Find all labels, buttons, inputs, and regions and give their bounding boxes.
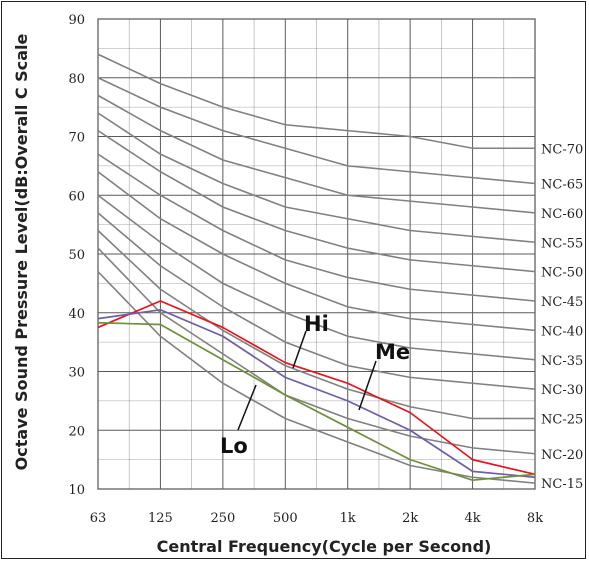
x-axis-label: Central Frequency(Cycle per Second) bbox=[157, 537, 492, 556]
nc-curve-line bbox=[97, 94, 536, 214]
nc-curve-label: NC-65 bbox=[541, 178, 583, 193]
nc-curve-label: NC-70 bbox=[541, 142, 583, 157]
lo-callout-label: Lo bbox=[220, 434, 248, 458]
nc-curve-line bbox=[97, 271, 536, 484]
nc-curve-line bbox=[97, 112, 536, 244]
x-tick-label: 250 bbox=[210, 511, 235, 526]
y-tick-label: 30 bbox=[68, 366, 85, 381]
lo-callout-line bbox=[237, 384, 257, 431]
y-axis-label: Octave Sound Pressure Level(dB:Overall C… bbox=[12, 34, 31, 471]
me-callout-label: Me bbox=[375, 340, 410, 364]
hi-callout-label: Hi bbox=[304, 312, 329, 336]
y-tick-label: 20 bbox=[68, 424, 85, 439]
measurement-series bbox=[97, 300, 536, 482]
me-callout-line bbox=[358, 360, 377, 411]
series-line-me bbox=[97, 308, 536, 479]
nc-curve-label: NC-35 bbox=[541, 354, 583, 369]
x-tick-label: 1k bbox=[340, 511, 356, 526]
nc-curve-label: NC-40 bbox=[541, 324, 583, 339]
nc-curve-line bbox=[97, 212, 536, 390]
nc-curve-line bbox=[97, 247, 536, 455]
x-tick-label: 63 bbox=[90, 511, 107, 526]
tick-labels: 10 20 30 40 50 60 70 80 90 63 125 250 500 1k 2k 4k 8k bbox=[68, 13, 543, 526]
y-tick-label: 70 bbox=[68, 131, 85, 146]
x-tick-label: 8k bbox=[527, 511, 543, 526]
series-line-hi bbox=[97, 300, 536, 476]
nc-curve-line bbox=[97, 229, 535, 420]
y-tick-label: 90 bbox=[68, 13, 85, 28]
series-line-lo bbox=[97, 321, 536, 482]
x-tick-label: 2k bbox=[402, 511, 418, 526]
nc-curve-label: NC-25 bbox=[541, 413, 583, 428]
nc-curve-label: NC-20 bbox=[541, 448, 583, 463]
nc-curve-line bbox=[97, 194, 536, 361]
y-tick-label: 80 bbox=[68, 72, 85, 87]
nc-curve-line bbox=[97, 171, 536, 332]
y-tick-label: 50 bbox=[68, 248, 85, 263]
grid bbox=[97, 18, 536, 490]
nc-curve-line bbox=[97, 129, 536, 273]
nc-curve-label: NC-60 bbox=[541, 207, 583, 222]
nc-curve-label: NC-50 bbox=[541, 266, 583, 281]
y-tick-label: 60 bbox=[68, 189, 85, 204]
nc-curves: NC-70 NC-65 NC-60 NC-55 NC-50 NC-45 NC-40 NC-35… bbox=[97, 53, 583, 492]
x-tick-label: 125 bbox=[148, 511, 173, 526]
nc-curve-label: NC-55 bbox=[541, 236, 583, 251]
nc-curve-label: NC-30 bbox=[541, 383, 583, 398]
x-tick-label: 500 bbox=[273, 511, 298, 526]
y-tick-label: 10 bbox=[68, 483, 85, 498]
nc-curve-line bbox=[97, 53, 535, 150]
y-tick-label: 40 bbox=[68, 307, 85, 322]
hi-callout-line bbox=[292, 330, 307, 369]
nc-curve-label: NC-45 bbox=[541, 295, 583, 310]
x-tick-label: 4k bbox=[464, 511, 480, 526]
nc-curve-label: NC-15 bbox=[541, 477, 583, 492]
nc-curve-line bbox=[97, 153, 536, 302]
nc-curve-line bbox=[97, 77, 536, 185]
